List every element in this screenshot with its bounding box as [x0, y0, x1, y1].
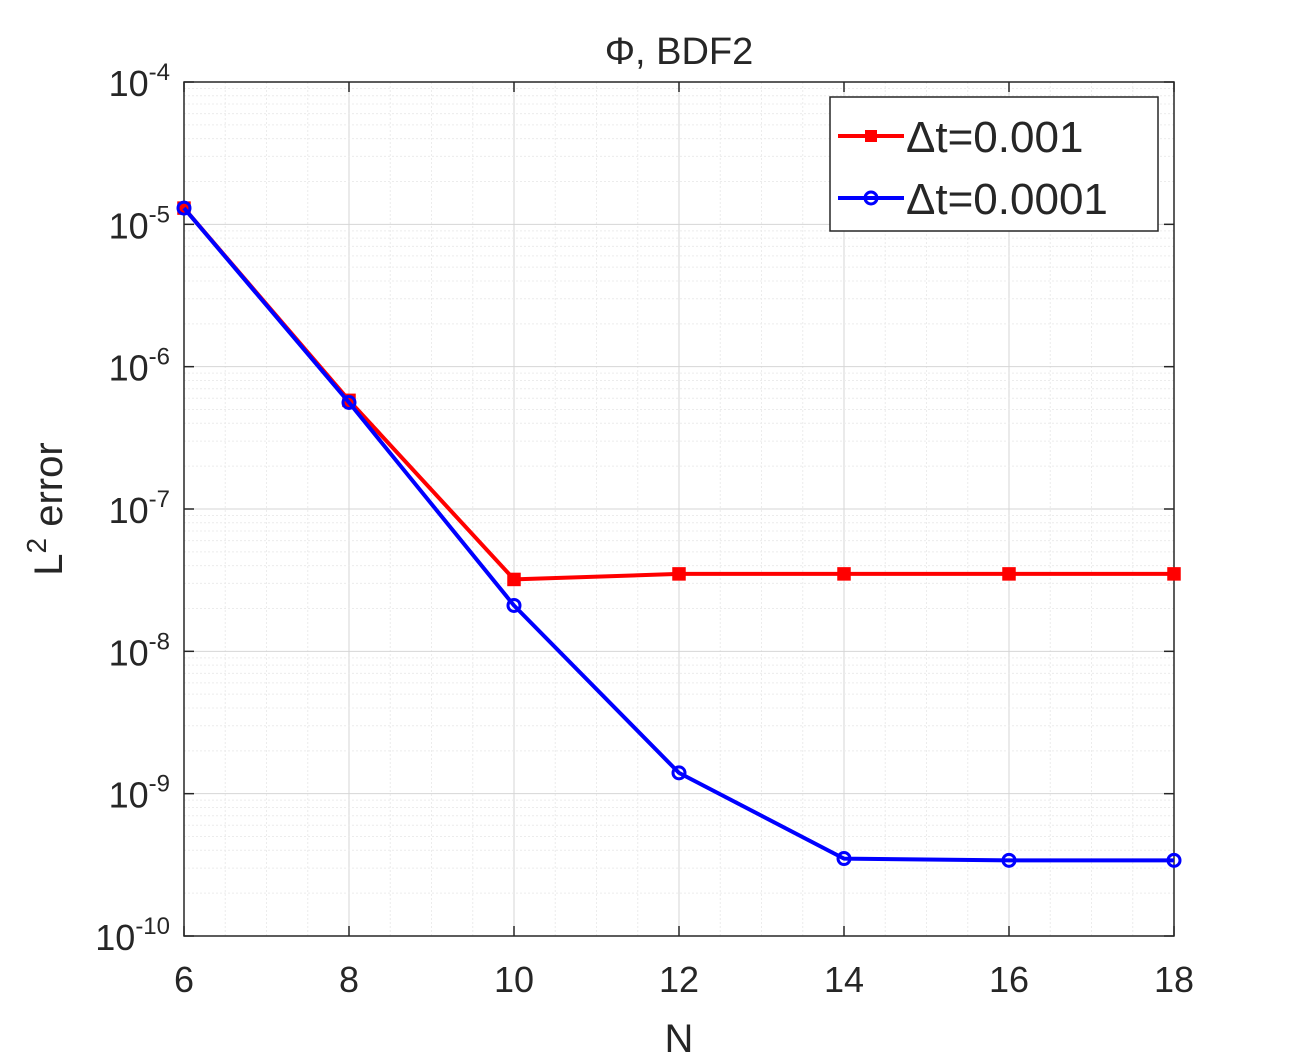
y-tick-label-exponent: -4 — [149, 59, 170, 86]
x-tick-label: 18 — [1154, 959, 1194, 1000]
legend-marker-square — [865, 130, 877, 142]
data-point-square — [1002, 567, 1016, 581]
data-point-circle — [1001, 852, 1017, 868]
x-axis-label: N — [665, 1017, 694, 1061]
y-tick-label: 10-10 — [95, 913, 170, 958]
x-tick-label: 8 — [339, 959, 359, 1000]
legend-box — [829, 96, 1159, 232]
x-tick-label: 6 — [174, 959, 194, 1000]
y-tick-label: 10-6 — [109, 344, 170, 389]
data-point-square — [1167, 567, 1181, 581]
y-tick-label-base: 10 — [109, 63, 149, 104]
y-tick-label-base: 10 — [109, 632, 149, 673]
y-tick-label-exponent: -9 — [149, 771, 170, 798]
data-point-square — [672, 567, 686, 581]
legend-marker-circle — [863, 190, 879, 206]
y-tick-label-base: 10 — [109, 490, 149, 531]
y-tick-label: 10-8 — [109, 628, 170, 673]
legend-label-1: Δt=0.001 — [906, 113, 1083, 162]
y-tick-label-base: 10 — [95, 917, 135, 958]
y-axis-label-base: L — [27, 553, 71, 575]
y-tick-label-exponent: -5 — [149, 201, 170, 228]
data-point-square — [837, 567, 851, 581]
y-tick-label: 10-4 — [109, 59, 170, 104]
chart-title: Φ, BDF2 — [605, 31, 754, 73]
data-point-circle — [176, 200, 192, 216]
y-axis-label-rest: error — [27, 442, 71, 538]
y-axis-label-superscript: 2 — [21, 538, 52, 554]
x-tick-label: 10 — [494, 959, 534, 1000]
series — [176, 200, 1182, 868]
data-point-circle — [836, 851, 852, 867]
y-tick-label-exponent: -10 — [135, 913, 170, 940]
y-tick-label-exponent: -7 — [149, 486, 170, 513]
data-point-circle — [341, 395, 357, 411]
legend: Δt=0.001 Δt=0.0001 — [829, 96, 1159, 232]
y-tick-label: 10-5 — [109, 201, 170, 246]
x-tick-label: 14 — [824, 959, 864, 1000]
x-tick-label: 12 — [659, 959, 699, 1000]
x-tick-label: 16 — [989, 959, 1029, 1000]
series-line-2 — [182, 206, 1174, 863]
y-tick-label: 10-7 — [109, 486, 170, 531]
y-tick-label-base: 10 — [109, 775, 149, 816]
y-tick-label-base: 10 — [109, 348, 149, 389]
y-tick-label: 10-9 — [109, 771, 170, 816]
ticks: 6 8 10 12 14 16 1810-1010-910-810-710-610-510-… — [95, 59, 1194, 1000]
legend-label-2: Δt=0.0001 — [906, 175, 1108, 224]
data-point-circle — [1166, 852, 1182, 868]
y-tick-label-exponent: -6 — [149, 344, 170, 371]
data-point-circle — [671, 765, 687, 781]
data-point-square — [507, 572, 521, 587]
y-tick-label-exponent: -8 — [149, 628, 170, 655]
y-tick-label-base: 10 — [109, 205, 149, 246]
y-axis-label: L2 error — [21, 442, 71, 575]
data-point-circle — [506, 597, 522, 613]
